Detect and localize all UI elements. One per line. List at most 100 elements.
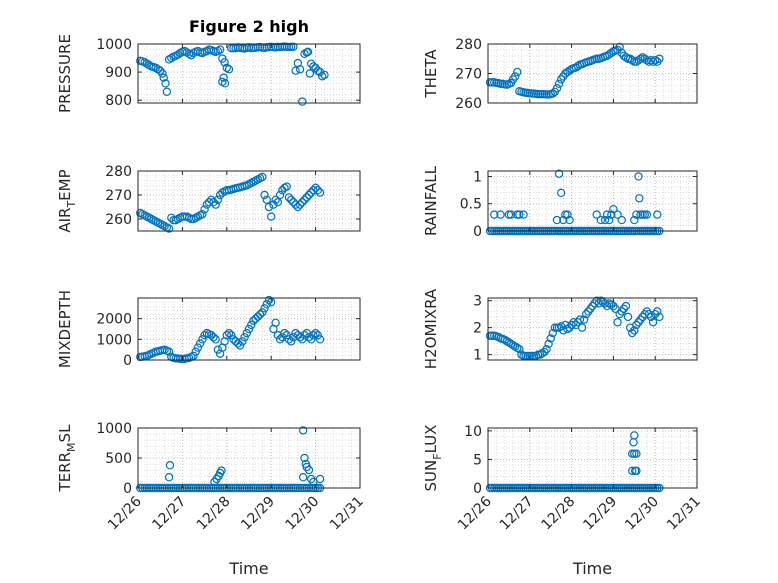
axes-box bbox=[137, 170, 361, 232]
data-point bbox=[634, 56, 643, 65]
y-axis-label: H2OMIXRA bbox=[422, 288, 440, 369]
data-point bbox=[286, 42, 296, 52]
y-tick-label: 5 bbox=[473, 452, 482, 468]
data-point bbox=[621, 301, 631, 311]
data-point bbox=[267, 212, 276, 221]
data-point bbox=[315, 188, 325, 197]
y-axis-label-subscript: M bbox=[65, 442, 78, 452]
data-point bbox=[632, 57, 641, 66]
data-point bbox=[653, 210, 662, 219]
data-point bbox=[189, 351, 198, 361]
data-point bbox=[164, 224, 174, 233]
data-point bbox=[211, 335, 220, 344]
y-tick-label: 270 bbox=[455, 67, 482, 83]
data-point bbox=[630, 326, 639, 335]
plot-area bbox=[138, 44, 360, 103]
y-axis-label-main: SUN bbox=[422, 460, 440, 492]
data-point bbox=[262, 195, 271, 204]
data-point bbox=[513, 343, 522, 353]
data-point bbox=[630, 431, 639, 440]
x-axis-label: Time bbox=[228, 559, 268, 578]
data-point bbox=[628, 56, 637, 65]
data-point bbox=[300, 195, 309, 204]
x-tick-label: 12/28 bbox=[194, 494, 234, 534]
data-point bbox=[592, 296, 601, 305]
data-point bbox=[295, 200, 305, 209]
data-point bbox=[559, 215, 568, 225]
data-point bbox=[159, 73, 168, 82]
data-point bbox=[540, 347, 549, 357]
data-point bbox=[303, 47, 313, 57]
data-point bbox=[264, 202, 274, 212]
data-point bbox=[227, 331, 236, 340]
data-point bbox=[286, 195, 296, 204]
y-axis-label: AIRTEMP bbox=[56, 169, 78, 232]
data-point bbox=[271, 318, 280, 327]
data-point bbox=[304, 465, 314, 475]
data-point bbox=[630, 215, 639, 225]
y-axis-label-tail: EMP bbox=[56, 169, 74, 200]
data-point bbox=[191, 347, 200, 356]
data-point bbox=[636, 54, 645, 63]
axes-box bbox=[487, 427, 698, 489]
data-point bbox=[255, 310, 265, 319]
subplot-4: 0 0.5 1 RAINFALL bbox=[422, 165, 698, 240]
data-point bbox=[233, 339, 243, 348]
data-point bbox=[496, 210, 505, 219]
data-point bbox=[548, 328, 557, 338]
data-point bbox=[315, 67, 325, 77]
data-point bbox=[249, 316, 258, 325]
data-point bbox=[151, 63, 160, 73]
data-point bbox=[213, 345, 223, 354]
data-point bbox=[632, 449, 641, 458]
y-tick-label: 280 bbox=[455, 37, 482, 53]
data-point bbox=[506, 210, 516, 219]
data-point bbox=[506, 339, 516, 349]
x-tick-label: 12/26 bbox=[455, 493, 495, 533]
data-point bbox=[242, 328, 251, 338]
data-point bbox=[173, 50, 183, 59]
data-point bbox=[251, 314, 260, 323]
data-point bbox=[632, 320, 641, 330]
y-tick-label: 0 bbox=[473, 224, 482, 240]
data-point bbox=[305, 69, 315, 78]
x-axis-label: Time bbox=[572, 559, 612, 578]
data-point bbox=[195, 339, 205, 348]
data-point bbox=[311, 183, 320, 192]
data-point bbox=[592, 210, 601, 219]
data-point bbox=[632, 210, 641, 219]
data-point bbox=[304, 190, 314, 200]
y-axis-label-tail: LUX bbox=[422, 425, 440, 454]
data-point bbox=[309, 477, 318, 487]
y-axis-label-main: H2OMIXRA bbox=[422, 288, 440, 369]
x-tick-label: 12/29 bbox=[580, 494, 620, 534]
data-point bbox=[655, 54, 664, 63]
data-point bbox=[602, 301, 612, 311]
data-point bbox=[635, 194, 644, 203]
data-point bbox=[596, 215, 606, 225]
subplot-5: 0 1000 2000 MIXDEPTH bbox=[56, 290, 361, 369]
data-point bbox=[320, 70, 329, 80]
data-point bbox=[510, 342, 520, 351]
data-point bbox=[309, 62, 318, 71]
y-axis-label-main: PRESSURE bbox=[56, 34, 74, 113]
data-point bbox=[644, 309, 654, 319]
data-point bbox=[222, 331, 231, 340]
data-point bbox=[220, 58, 229, 67]
data-point bbox=[161, 79, 170, 88]
data-point bbox=[165, 461, 175, 470]
x-tick-label: 12/27 bbox=[149, 494, 189, 534]
data-point bbox=[295, 333, 305, 342]
data-point bbox=[515, 345, 524, 354]
data-point bbox=[600, 215, 610, 225]
data-point bbox=[565, 215, 574, 225]
y-tick-label: 900 bbox=[105, 65, 132, 81]
data-point bbox=[640, 54, 649, 63]
y-axis-label-main: THETA bbox=[422, 49, 440, 99]
data-point bbox=[315, 335, 325, 344]
data-point bbox=[634, 318, 643, 327]
data-point bbox=[164, 55, 174, 64]
subplot-1: 800 900 1000 PRESSURE Figure 2 high bbox=[56, 17, 361, 113]
y-tick-label: 0.5 bbox=[460, 197, 482, 213]
data-point bbox=[275, 190, 285, 200]
